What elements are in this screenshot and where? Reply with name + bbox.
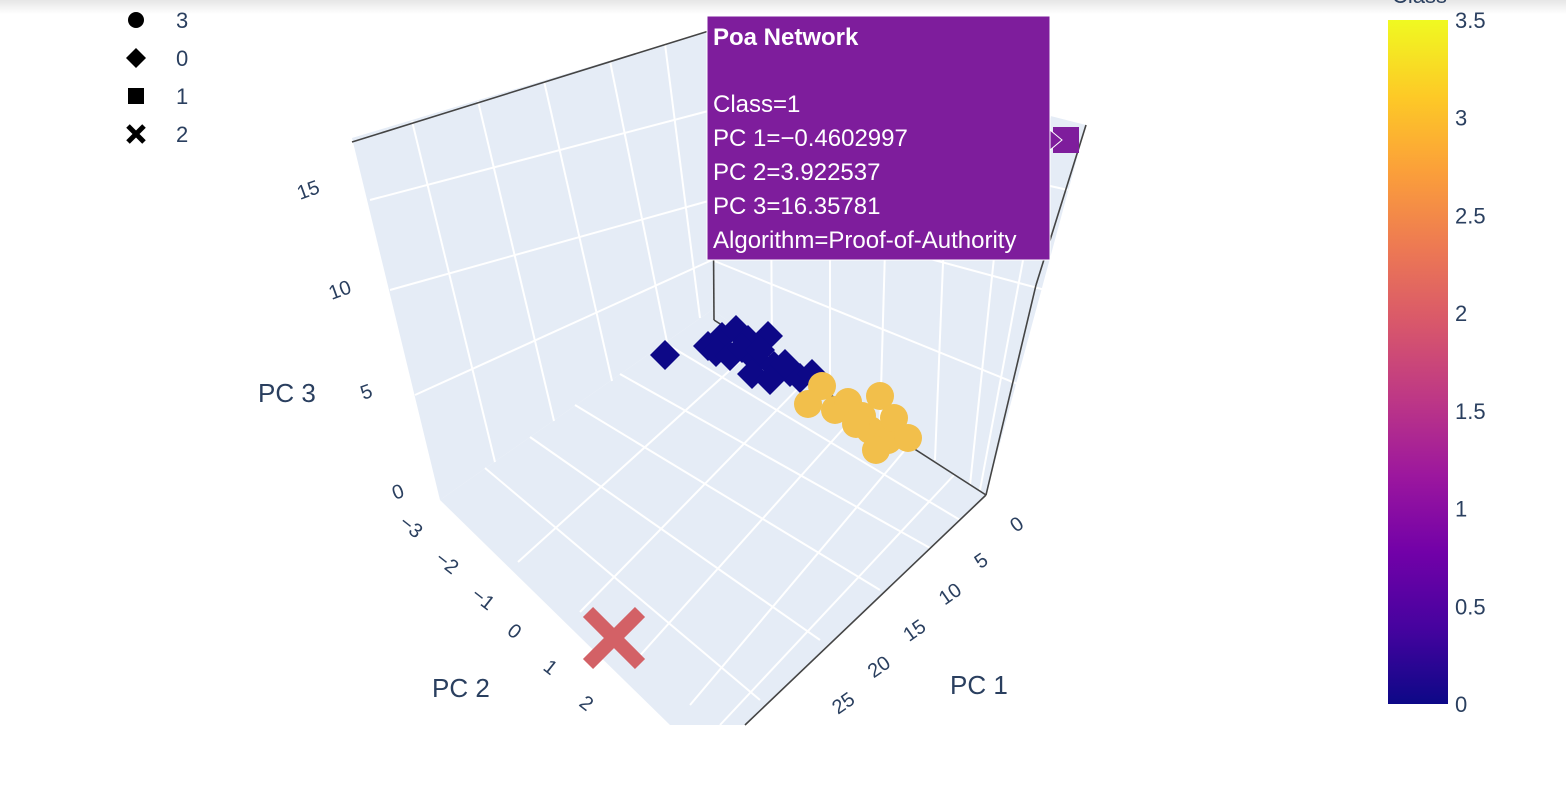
colorbar-tick-label: 1 (1455, 497, 1467, 522)
hover-title: Poa Network (713, 24, 859, 51)
legend-item-label: 3 (176, 8, 188, 33)
legend-item-label: 2 (176, 122, 188, 147)
legend-square-icon (128, 88, 144, 104)
colorbar-tick-label: 3.5 (1455, 8, 1486, 33)
z-tick-label: 5 (358, 380, 376, 404)
z-axis-title: PC 3 (258, 378, 316, 408)
legend-item-3[interactable]: 3 (128, 8, 188, 33)
hover-line: Class=1 (713, 91, 800, 118)
y-tick-label: −2 (431, 548, 463, 579)
legend-item-label: 1 (176, 84, 188, 109)
colorbar-tick-label: 0.5 (1455, 594, 1486, 619)
colorbar-tick-label: 1.5 (1455, 399, 1486, 424)
colorbar-title: Class (1392, 0, 1447, 8)
legend[interactable]: 3 0 1 2 (126, 8, 188, 147)
colorbar-tick-label: 2 (1455, 301, 1467, 326)
hover-pointer (1049, 128, 1063, 152)
legend-item-1[interactable]: 1 (128, 84, 188, 109)
hover-line: PC 1=−0.4602997 (713, 125, 908, 152)
grid-lines (369, 43, 1069, 726)
legend-x-icon (126, 124, 146, 144)
y-tick-label: −1 (467, 584, 499, 615)
colorbar-tick-label: 0 (1455, 692, 1467, 717)
data-markers[interactable] (582, 127, 1079, 670)
hover-tooltip: Poa Network Class=1 PC 1=−0.4602997 PC 2=3… (706, 15, 1063, 261)
data-point-class-0[interactable] (770, 349, 800, 379)
z-tick-label: 0 (389, 480, 407, 504)
x-tick-label: 20 (864, 652, 895, 683)
z-tick-label: 10 (326, 276, 354, 304)
hover-line: PC 3=16.35781 (713, 193, 880, 220)
data-point-class-2[interactable] (582, 606, 646, 670)
data-point-class-0[interactable] (755, 365, 785, 395)
hover-line: Algorithm=Proof-of-Authority (713, 227, 1016, 254)
z-tick-label: 15 (294, 176, 322, 204)
data-point-class-3[interactable] (842, 410, 870, 438)
hover-line: PC 2=3.922537 (713, 159, 880, 186)
y-tick-label: 2 (575, 692, 597, 716)
top-shadow (0, 0, 1566, 14)
data-point-class-3[interactable] (862, 436, 890, 464)
x-tick-label: 15 (899, 616, 930, 647)
data-point-class-3[interactable] (866, 382, 894, 410)
x-tick-label: 25 (828, 688, 859, 719)
y-tick-label: 1 (539, 656, 561, 680)
legend-item-2[interactable]: 2 (126, 122, 188, 147)
colorbar-gradient (1388, 20, 1448, 704)
y-tick-label: 0 (503, 620, 525, 644)
data-point-class-3[interactable] (794, 390, 822, 418)
hover-box (706, 15, 1051, 261)
legend-circle-icon (128, 12, 144, 28)
data-point-class-0[interactable] (650, 340, 680, 370)
legend-item-label: 0 (176, 46, 188, 71)
y-tick-label: −3 (395, 512, 427, 543)
colorbar-tick-labels: 0 0.5 1 1.5 2 2.5 3 3.5 (1455, 8, 1486, 717)
colorbar: Class 0 0.5 1 1.5 2 2.5 3 3.5 (1388, 0, 1486, 717)
data-point-class-0[interactable] (745, 335, 775, 365)
legend-diamond-icon (126, 48, 146, 68)
colorbar-tick-label: 3 (1455, 106, 1467, 131)
hover-lines: Class=1 PC 1=−0.4602997 PC 2=3.922537 PC 3=… (713, 91, 1016, 254)
data-point-class-3[interactable] (880, 404, 908, 432)
legend-item-0[interactable]: 0 (126, 46, 188, 71)
y-axis-title: PC 2 (432, 673, 490, 703)
x-tick-label: 0 (1006, 513, 1028, 537)
colorbar-tick-label: 2.5 (1455, 203, 1486, 228)
x-tick-label: 10 (935, 579, 966, 610)
x-axis-title: PC 1 (950, 670, 1008, 700)
x-tick-label: 5 (971, 549, 993, 573)
data-point-class-3[interactable] (894, 424, 922, 452)
